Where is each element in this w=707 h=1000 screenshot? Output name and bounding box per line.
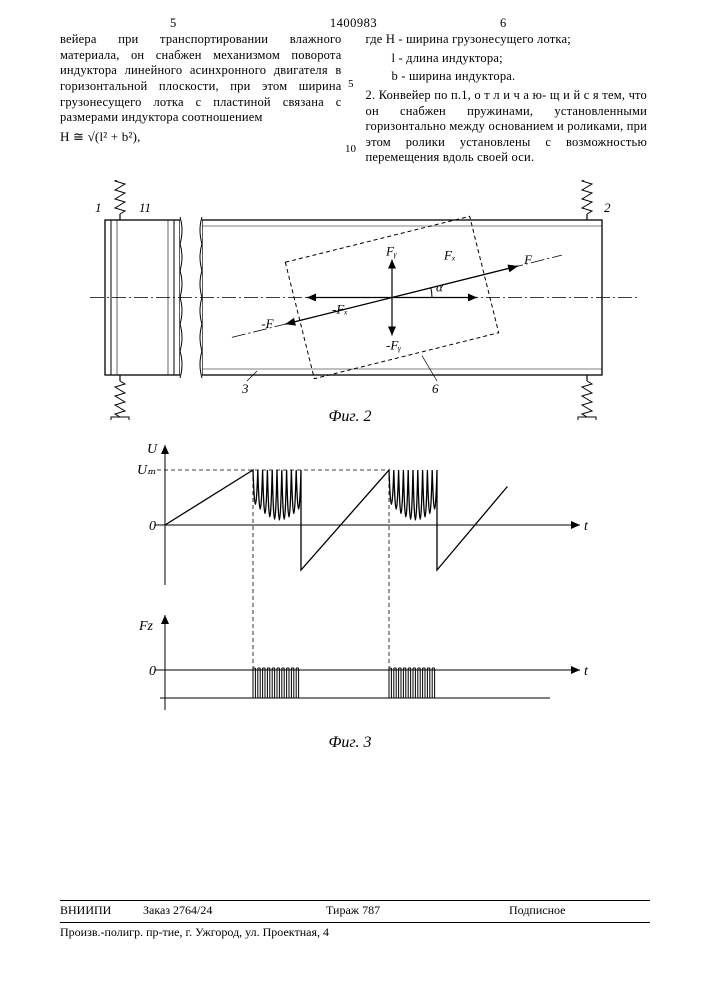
text-columns: вейера при транспортировании влажного ма… bbox=[60, 32, 647, 169]
where-H: где H - ширина грузонесущего лотка; bbox=[366, 32, 648, 48]
svg-text:α: α bbox=[436, 280, 444, 295]
where-l: l - длина индуктора; bbox=[366, 51, 648, 67]
svg-text:2: 2 bbox=[604, 200, 611, 215]
svg-text:3: 3 bbox=[241, 381, 249, 396]
svg-text:-Fₓ: -Fₓ bbox=[332, 302, 348, 317]
svg-text:0: 0 bbox=[149, 519, 156, 534]
svg-text:U: U bbox=[147, 442, 158, 457]
figure-3: U Uₘ 0 t Fz 0 t bbox=[110, 435, 630, 745]
svg-text:Uₘ: Uₘ bbox=[137, 463, 156, 478]
svg-text:Fz: Fz bbox=[138, 619, 154, 634]
figure-2: Fₓ Fᵧ -Fₓ -Fᵧ F -F α 1 2 3 6 11 bbox=[50, 180, 650, 420]
footer-order: Заказ 2764/24 bbox=[143, 903, 323, 918]
footer-rule-top bbox=[60, 900, 650, 901]
footer-copies: Тираж 787 bbox=[326, 903, 506, 918]
footer-rule-mid bbox=[60, 922, 650, 923]
svg-text:-Fᵧ: -Fᵧ bbox=[386, 338, 401, 353]
claim-2: 2. Конвейер по п.1, о т л и ч а ю- щ и й… bbox=[366, 88, 648, 166]
col1-paragraph: вейера при транспортировании влажного ма… bbox=[60, 32, 342, 126]
svg-text:1: 1 bbox=[95, 200, 102, 215]
footer-signed: Подписное bbox=[509, 903, 566, 918]
svg-text:F: F bbox=[523, 252, 533, 267]
column-left: вейера при транспортировании влажного ма… bbox=[60, 32, 342, 169]
document-number: 1400983 bbox=[0, 16, 707, 32]
formula: H ≅ √(l² + b²), bbox=[60, 129, 342, 145]
svg-text:11: 11 bbox=[139, 200, 151, 215]
where-b: b - ширина индуктора. bbox=[366, 69, 648, 85]
column-right: где H - ширина грузонесущего лотка; l - … bbox=[366, 32, 648, 169]
figures-area: FₓFᵧ-Fₓ-FᵧF-Fα123611 Фиг. 2 UUₘ0tFz0t Фи… bbox=[50, 180, 650, 753]
svg-text:t: t bbox=[584, 519, 589, 534]
svg-text:6: 6 bbox=[432, 381, 439, 396]
footer-org: ВНИИПИ bbox=[60, 903, 140, 918]
svg-text:Fᵧ: Fᵧ bbox=[385, 244, 397, 259]
footer-printer: Произв.-полигр. пр-тие, г. Ужгород, ул. … bbox=[60, 925, 707, 940]
imprint-footer: ВНИИПИ Заказ 2764/24 Тираж 787 Подписное… bbox=[60, 896, 707, 940]
svg-text:Fₓ: Fₓ bbox=[443, 248, 456, 263]
svg-text:0: 0 bbox=[149, 664, 156, 679]
svg-text:t: t bbox=[584, 664, 589, 679]
svg-text:-F: -F bbox=[261, 316, 274, 331]
